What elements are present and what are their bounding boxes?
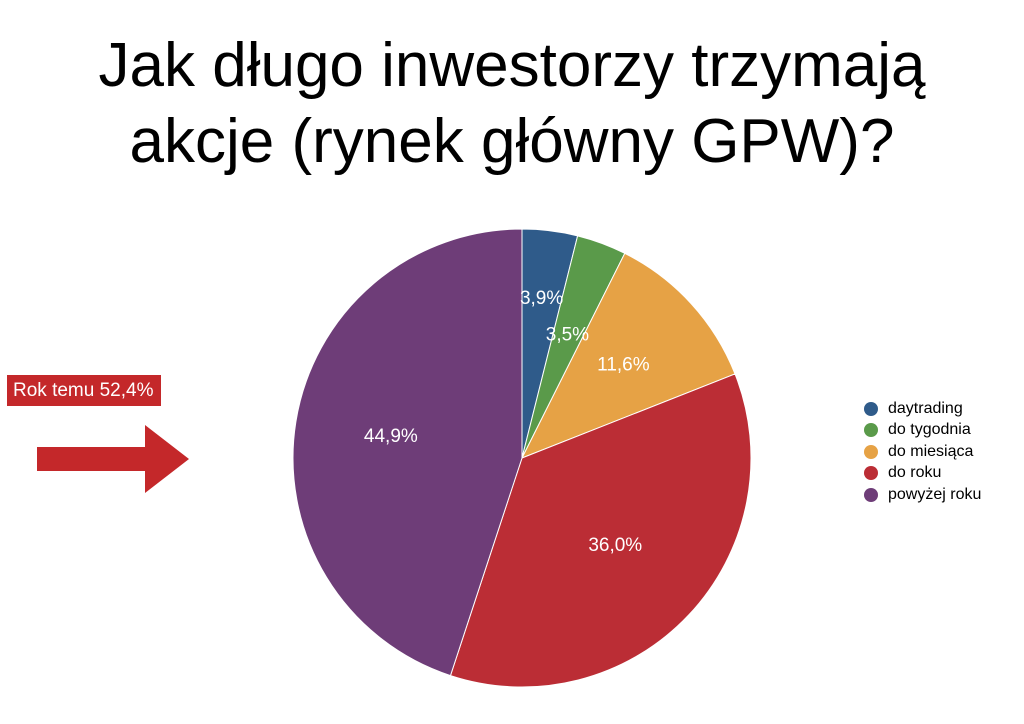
legend-item: do tygodnia [864,420,981,442]
legend-item: do roku [864,463,981,485]
legend-label: do miesiąca [888,443,973,461]
callout-text: Rok temu 52,4% [13,380,153,401]
slice-label-do-miesiąca: 11,6% [597,354,650,375]
slice-label-do-tygodnia: 3,5% [546,325,589,346]
legend-swatch [864,466,878,480]
legend-swatch [864,423,878,437]
legend-item: do miesiąca [864,441,981,463]
arrow-right-icon [37,425,197,493]
callout-badge: Rok temu 52,4% [7,375,161,406]
slice-label-powyżej-roku: 44,9% [364,426,418,447]
arrow-shape [37,425,189,493]
legend: daytrading do tygodnia do miesiąca do roku p… [864,398,981,506]
legend-item: daytrading [864,398,981,420]
legend-swatch [864,402,878,416]
legend-label: do roku [888,464,941,482]
legend-label: daytrading [888,400,963,418]
legend-label: do tygodnia [888,421,971,439]
slice-label-do-roku: 36,0% [588,535,642,556]
legend-label: powyżej roku [888,486,981,504]
legend-swatch [864,445,878,459]
legend-swatch [864,488,878,502]
legend-item: powyżej roku [864,484,981,506]
slice-label-daytrading: 3,9% [520,288,563,309]
